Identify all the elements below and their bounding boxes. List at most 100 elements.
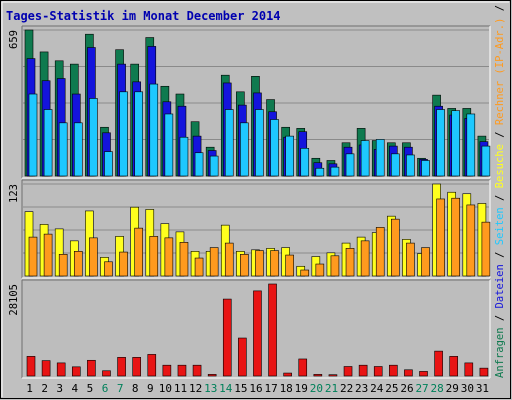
pages-bar bbox=[89, 98, 98, 177]
kbytes-bar bbox=[419, 371, 428, 377]
pages-bar bbox=[194, 152, 204, 177]
pages-bar bbox=[315, 167, 325, 177]
pages-bar bbox=[345, 153, 355, 177]
pages-bar bbox=[270, 119, 279, 177]
sites-bar bbox=[315, 263, 325, 277]
x-tick-label: 27 bbox=[415, 382, 428, 395]
sites-bar bbox=[240, 254, 249, 277]
x-tick-label: 2 bbox=[41, 382, 48, 395]
right-series-legend: Anfragen / Dateien / Seiten / Besuche / … bbox=[494, 0, 506, 378]
kbytes-bar bbox=[87, 359, 96, 377]
sites-bar bbox=[194, 257, 204, 277]
kbytes-bar bbox=[464, 362, 474, 377]
pages-bar bbox=[58, 122, 68, 177]
kbytes-bar bbox=[434, 350, 443, 377]
pages-bar bbox=[134, 91, 143, 177]
kbytes-bar bbox=[373, 366, 383, 377]
sites-bar bbox=[300, 269, 310, 277]
x-tick-label: 17 bbox=[264, 382, 277, 395]
x-tick-label: 30 bbox=[461, 382, 474, 395]
sites-bar bbox=[406, 242, 415, 277]
kbytes-bar bbox=[222, 298, 232, 377]
x-tick-label: 26 bbox=[400, 382, 413, 395]
x-tick-label: 7 bbox=[117, 382, 124, 395]
sites-bar bbox=[375, 227, 385, 277]
sites-bar bbox=[330, 255, 340, 277]
x-tick-label: 1 bbox=[26, 382, 33, 395]
x-tick-label: 23 bbox=[355, 382, 368, 395]
kbytes-bar bbox=[147, 354, 157, 377]
legend-part: / bbox=[494, 0, 506, 18]
legend-part: Seiten bbox=[494, 207, 506, 245]
kbytes-bar bbox=[328, 374, 338, 377]
legend-part: Anfragen bbox=[494, 327, 506, 378]
kbytes-bar bbox=[343, 366, 353, 377]
pages-bar bbox=[421, 160, 430, 177]
kbytes-bar bbox=[283, 372, 292, 377]
x-tick-label: 8 bbox=[132, 382, 139, 395]
pages-bar bbox=[285, 135, 294, 177]
y-max-label: 28105 bbox=[8, 284, 20, 316]
sites-bar bbox=[285, 254, 294, 277]
x-tick-label: 20 bbox=[310, 382, 323, 395]
x-tick-label: 15 bbox=[234, 382, 247, 395]
sites-bar bbox=[421, 247, 430, 277]
pages-bar bbox=[451, 110, 461, 177]
kbytes-bar bbox=[298, 358, 308, 377]
sites-bar bbox=[73, 251, 83, 277]
legend-part: Dateien bbox=[494, 264, 506, 308]
kbytes-bar bbox=[449, 356, 459, 377]
kbytes-bar bbox=[207, 374, 217, 377]
sites-bar bbox=[466, 204, 476, 277]
x-tick-label: 29 bbox=[446, 382, 459, 395]
sites-bar bbox=[149, 236, 159, 277]
legend-part: / bbox=[494, 245, 506, 264]
sites-bar bbox=[481, 221, 491, 277]
kbytes-bar bbox=[117, 357, 126, 377]
kbytes-bar bbox=[389, 364, 398, 377]
x-tick-label: 5 bbox=[87, 382, 94, 395]
sites-bar bbox=[209, 247, 219, 277]
pages-bar bbox=[73, 122, 83, 177]
sites-bar bbox=[345, 248, 355, 277]
y-max-label: 123 bbox=[8, 184, 20, 203]
pages-bar bbox=[330, 166, 340, 177]
x-tick-label: 16 bbox=[249, 382, 262, 395]
chart-title: Tages-Statistik im Monat December 2014 bbox=[6, 9, 281, 23]
pages-bar bbox=[28, 93, 38, 177]
x-tick-label: 3 bbox=[56, 382, 63, 395]
kbytes-bar bbox=[192, 364, 202, 377]
x-tick-label: 11 bbox=[174, 382, 187, 395]
sites-bar bbox=[58, 254, 68, 277]
sites-bar bbox=[360, 240, 370, 277]
kbytes-bar bbox=[238, 337, 247, 377]
sites-bar bbox=[451, 197, 461, 277]
pages-bar bbox=[300, 148, 310, 177]
pages-bar bbox=[164, 113, 174, 177]
pages-bar bbox=[375, 139, 385, 177]
kbytes-bar bbox=[102, 370, 111, 377]
sites-bar bbox=[224, 242, 234, 277]
kbytes-bar bbox=[253, 290, 262, 377]
kbytes-bar bbox=[162, 364, 172, 377]
kbytes-bar bbox=[26, 356, 36, 377]
x-tick-label: 28 bbox=[431, 382, 444, 395]
pages-bar bbox=[481, 145, 491, 177]
pages-bar bbox=[240, 122, 249, 177]
sites-bar bbox=[164, 237, 174, 277]
x-tick-label: 31 bbox=[476, 382, 489, 395]
x-tick-label: 4 bbox=[72, 382, 79, 395]
kbytes-bar bbox=[41, 360, 51, 377]
legend-part: / bbox=[494, 308, 506, 327]
x-tick-label: 13 bbox=[204, 382, 217, 395]
kbytes-bar bbox=[132, 357, 141, 377]
pages-bar bbox=[436, 109, 445, 177]
sites-bar bbox=[28, 236, 38, 277]
kbytes-bar bbox=[313, 374, 323, 377]
x-tick-label: 21 bbox=[325, 382, 338, 395]
x-tick-label: 10 bbox=[159, 382, 172, 395]
pages-bar bbox=[406, 154, 415, 177]
sites-bar bbox=[104, 261, 113, 277]
